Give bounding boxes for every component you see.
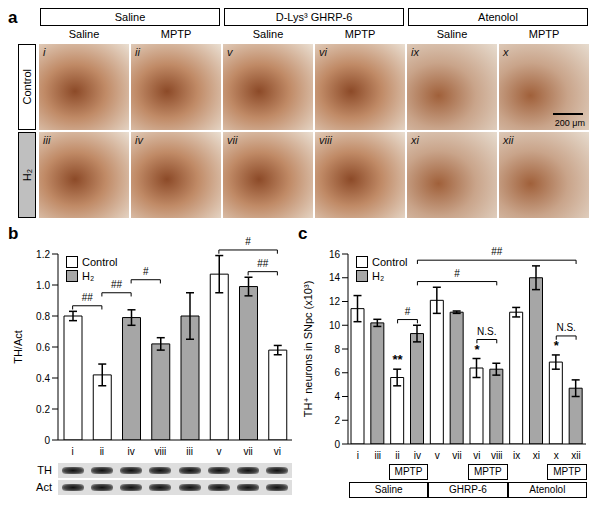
svg-text:x: x — [554, 450, 559, 461]
svg-text:TH⁺ neurons in SNpc (x10³): TH⁺ neurons in SNpc (x10³) — [302, 281, 314, 418]
svg-text:*: * — [554, 338, 560, 353]
svg-text:ix: ix — [513, 450, 520, 461]
html-text:MPTP: MPTP — [160, 28, 192, 40]
html-text:H₂: H₂ — [82, 270, 95, 282]
html-text:Atenolol: Atenolol — [529, 484, 566, 495]
svg-text:1.0: 1.0 — [36, 280, 50, 291]
html-text:iii: iii — [43, 134, 51, 146]
svg-text:0.4: 0.4 — [36, 373, 50, 384]
html-text:b: b — [8, 224, 19, 243]
html-text:Saline: Saline — [114, 11, 146, 23]
html-text:Atenolol: Atenolol — [478, 11, 518, 23]
html-text:MPTP: MPTP — [553, 466, 581, 477]
svg-text:##: ## — [491, 246, 503, 257]
html-text:MPTP: MPTP — [528, 28, 560, 40]
html-text:MPTP: MPTP — [344, 28, 376, 40]
svg-text:12: 12 — [329, 296, 341, 307]
html-text:Control: Control — [372, 256, 408, 268]
svg-text:N.S.: N.S. — [556, 322, 575, 333]
svg-text:##: ## — [111, 279, 123, 290]
svg-text:**: ** — [393, 352, 404, 367]
html-text:H₂: H₂ — [21, 168, 33, 182]
svg-text:xii: xii — [571, 450, 580, 461]
svg-text:##: ## — [82, 292, 94, 303]
html-text:D-Lys³ GHRP-6: D-Lys³ GHRP-6 — [275, 11, 353, 23]
svg-text:2: 2 — [334, 415, 340, 426]
html-text:Act: Act — [36, 481, 52, 493]
svg-text:vii: vii — [452, 450, 461, 461]
html-text:Saline: Saline — [436, 28, 468, 40]
html-text:vi: vi — [319, 46, 327, 58]
svg-text:0: 0 — [44, 435, 50, 446]
svg-text:0.8: 0.8 — [36, 311, 50, 322]
html-text:viii: viii — [319, 134, 332, 146]
html-text:ii: ii — [135, 46, 140, 58]
html-text:Saline: Saline — [374, 484, 403, 495]
html-text:Saline: Saline — [252, 28, 284, 40]
html-text:TH: TH — [37, 464, 52, 476]
html-text:a: a — [8, 8, 18, 27]
svg-text:0: 0 — [334, 439, 340, 450]
svg-text:vi: vi — [473, 450, 480, 461]
html-text:i: i — [43, 46, 46, 58]
html-text:200 μm: 200 μm — [554, 118, 585, 128]
svg-text:*: * — [474, 342, 480, 357]
html-text:iv: iv — [135, 134, 143, 146]
html-text:vii: vii — [227, 134, 238, 146]
svg-text:##: ## — [257, 258, 269, 269]
svg-text:6: 6 — [334, 367, 340, 378]
svg-text:#: # — [245, 236, 251, 247]
svg-text:16: 16 — [329, 249, 341, 260]
html-text:xi: xi — [411, 134, 419, 146]
svg-text:v: v — [216, 446, 221, 457]
html-text:x: x — [503, 46, 509, 58]
svg-text:i: i — [357, 450, 359, 461]
svg-text:#: # — [405, 306, 411, 317]
svg-text:vii: vii — [243, 446, 252, 457]
html-text:GHRP-6: GHRP-6 — [449, 484, 487, 495]
svg-text:N.S.: N.S. — [477, 326, 496, 337]
html-text:MPTP: MPTP — [473, 466, 502, 477]
svg-text:4: 4 — [334, 391, 340, 402]
svg-text:0.6: 0.6 — [36, 342, 50, 353]
svg-text:viii: viii — [155, 446, 167, 457]
html-text:Saline: Saline — [68, 28, 100, 40]
html-text:H₂: H₂ — [372, 270, 385, 282]
svg-text:ii: ii — [395, 450, 399, 461]
svg-text:viii: viii — [491, 450, 503, 461]
svg-text:vi: vi — [274, 446, 281, 457]
svg-text:xi: xi — [533, 450, 540, 461]
svg-text:iv: iv — [414, 450, 421, 461]
svg-text:#: # — [454, 268, 460, 279]
svg-text:iv: iv — [128, 446, 135, 457]
html-text:Control: Control — [21, 69, 33, 105]
svg-text:#: # — [143, 266, 149, 277]
svg-text:v: v — [435, 450, 440, 461]
svg-text:8: 8 — [334, 344, 340, 355]
html-text:xii: xii — [503, 134, 514, 146]
html-text:Control: Control — [82, 256, 118, 268]
svg-text:0.2: 0.2 — [36, 404, 50, 415]
svg-text:14: 14 — [329, 272, 341, 283]
html-text:MPTP: MPTP — [394, 466, 423, 477]
svg-text:TH/Act: TH/Act — [12, 330, 24, 364]
svg-text:iii: iii — [186, 446, 193, 457]
svg-text:1.2: 1.2 — [36, 249, 50, 260]
html-text:ix: ix — [411, 46, 419, 58]
html-text:v: v — [227, 46, 233, 58]
html-text:c: c — [298, 224, 308, 243]
svg-text:iii: iii — [374, 450, 381, 461]
svg-text:i: i — [72, 446, 74, 457]
svg-text:ii: ii — [100, 446, 104, 457]
svg-text:10: 10 — [329, 320, 341, 331]
